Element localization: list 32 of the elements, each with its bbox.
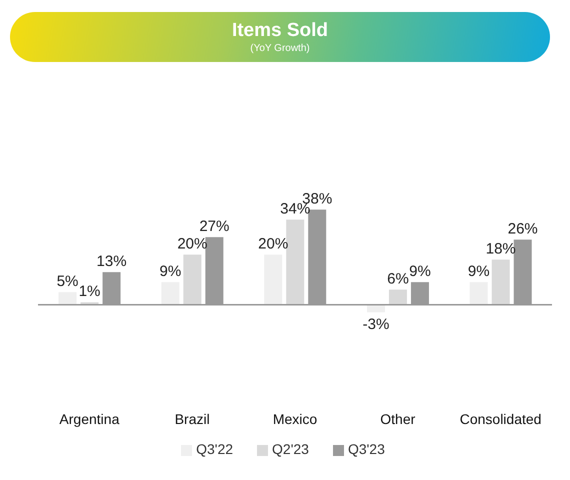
bar (183, 254, 202, 305)
x-tick-label: Brazil (174, 411, 210, 427)
legend-label: Q3'22 (196, 441, 234, 457)
title-banner: Items Sold (YoY Growth) (10, 12, 550, 62)
legend-label: Q2'23 (272, 441, 309, 457)
data-label: 27% (199, 218, 230, 236)
data-label: 9% (468, 263, 490, 280)
legend-label: Q3'23 (348, 441, 385, 457)
bar (286, 220, 304, 305)
data-label: 6% (387, 270, 409, 288)
data-label: -3% (362, 316, 390, 333)
chart-subtitle: (YoY Growth) (249, 42, 311, 54)
bar (161, 282, 180, 305)
bar (492, 260, 510, 305)
data-label: 20% (258, 236, 288, 253)
data-label: 13% (96, 253, 127, 270)
data-label: 26% (508, 220, 538, 238)
x-tick-label: Mexico (272, 411, 318, 427)
data-label: 18% (486, 240, 516, 258)
bar (58, 292, 77, 305)
data-label: 5% (56, 273, 78, 290)
chart-title: Items Sold (230, 20, 330, 42)
x-tick-label: Other (380, 411, 416, 427)
bar (388, 290, 407, 305)
bar (470, 282, 488, 305)
data-label: 20% (177, 236, 208, 253)
x-tick-label: Argentina (59, 411, 120, 427)
data-label: 9% (160, 263, 182, 280)
data-label: 1% (78, 283, 100, 300)
data-label: 9% (409, 263, 431, 280)
bar (264, 254, 282, 305)
x-tick-label: Consolidated (460, 411, 542, 427)
